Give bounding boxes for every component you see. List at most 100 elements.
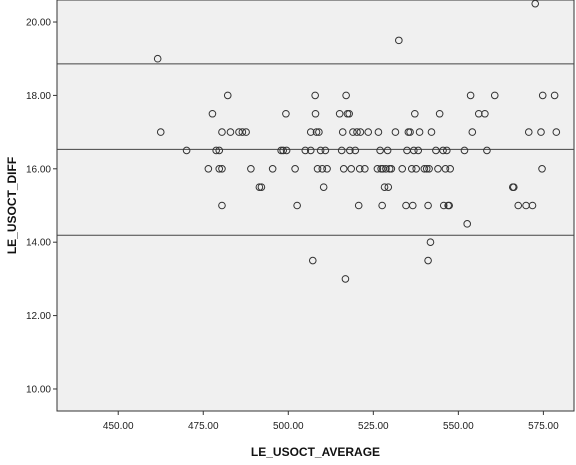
y-tick-label: 16.00 xyxy=(26,164,51,175)
y-axis: 10.00 12.00 14.00 16.00 18.00 20.00 xyxy=(26,18,57,395)
data-point xyxy=(346,146,354,155)
data-point xyxy=(345,109,353,118)
data-point xyxy=(531,0,540,8)
data-point xyxy=(364,128,373,136)
data-point xyxy=(424,201,432,210)
plot-area xyxy=(56,0,575,412)
data-point xyxy=(347,165,356,173)
data-point xyxy=(383,146,392,155)
data-points xyxy=(153,0,561,283)
data-point xyxy=(434,165,442,173)
data-point xyxy=(442,146,451,155)
data-point xyxy=(355,165,364,173)
data-point xyxy=(387,165,396,173)
data-point xyxy=(460,146,469,155)
data-point xyxy=(306,146,315,155)
data-point xyxy=(182,146,191,155)
x-tick-label: 550.00 xyxy=(443,421,474,432)
data-point xyxy=(204,165,213,173)
data-point xyxy=(407,165,416,173)
data-point xyxy=(238,128,247,136)
data-point xyxy=(435,109,444,118)
x-tick-label: 475.00 xyxy=(188,421,219,432)
data-point xyxy=(318,165,327,173)
data-point xyxy=(361,165,369,173)
data-point xyxy=(356,128,365,136)
y-axis-label: LE_USOCT_DIFF xyxy=(5,157,19,254)
data-point xyxy=(335,109,344,118)
x-axis: 450.00 475.00 500.00 525.00 550.00 575.00 xyxy=(103,411,559,432)
data-point xyxy=(311,109,320,118)
data-point xyxy=(223,91,232,100)
data-point xyxy=(235,128,243,136)
data-point xyxy=(218,201,226,210)
data-point xyxy=(313,165,322,173)
data-point xyxy=(406,128,414,136)
data-point xyxy=(509,183,518,191)
data-point xyxy=(323,165,331,173)
data-point xyxy=(153,54,162,63)
y-tick-label: 12.00 xyxy=(26,311,51,322)
x-tick-label: 575.00 xyxy=(528,421,559,432)
data-point xyxy=(395,36,403,45)
data-point xyxy=(255,183,264,191)
data-point xyxy=(342,91,350,100)
data-point xyxy=(380,183,389,191)
y-tick-label: 20.00 xyxy=(26,18,51,29)
data-point xyxy=(427,128,436,136)
data-point xyxy=(215,146,224,155)
data-point xyxy=(312,128,321,136)
data-point xyxy=(528,201,537,210)
data-point xyxy=(308,256,317,265)
data-point xyxy=(337,146,346,155)
data-point xyxy=(408,201,417,210)
data-point xyxy=(424,256,432,265)
data-point xyxy=(341,275,350,283)
data-point xyxy=(215,165,224,173)
data-point xyxy=(311,91,319,100)
data-point xyxy=(445,201,453,210)
data-point xyxy=(339,165,348,173)
data-point xyxy=(378,201,386,210)
data-point xyxy=(524,128,533,136)
data-point xyxy=(306,128,315,136)
x-tick-label: 525.00 xyxy=(358,421,389,432)
data-point xyxy=(351,146,360,155)
data-point xyxy=(550,91,559,100)
data-point xyxy=(409,146,418,155)
data-point xyxy=(291,165,299,173)
data-point xyxy=(156,128,165,136)
data-point xyxy=(338,128,347,136)
data-point xyxy=(218,128,226,136)
data-point xyxy=(414,146,423,155)
data-point xyxy=(208,109,217,118)
data-point xyxy=(277,146,285,155)
y-tick-label: 10.00 xyxy=(26,384,51,395)
data-point xyxy=(376,146,384,155)
data-point xyxy=(349,128,357,136)
reference-lines xyxy=(57,63,574,236)
data-point xyxy=(384,183,393,191)
data-point xyxy=(439,201,448,210)
data-point xyxy=(552,128,561,136)
data-point xyxy=(321,146,330,155)
data-point xyxy=(316,146,325,155)
y-tick-label: 14.00 xyxy=(26,238,51,249)
data-point xyxy=(446,165,454,173)
data-point xyxy=(218,165,226,173)
data-point xyxy=(481,109,489,118)
data-point xyxy=(301,146,310,155)
y-tick-label: 18.00 xyxy=(26,91,51,102)
data-point xyxy=(268,165,277,173)
data-point xyxy=(353,128,361,136)
data-point xyxy=(247,165,255,173)
x-tick-label: 500.00 xyxy=(273,421,304,432)
data-point xyxy=(422,165,431,173)
data-point xyxy=(426,238,435,246)
data-point xyxy=(293,201,301,210)
data-point xyxy=(242,128,250,136)
data-point xyxy=(319,183,328,191)
data-point xyxy=(391,128,400,136)
data-point xyxy=(538,91,547,100)
data-point xyxy=(212,146,220,155)
